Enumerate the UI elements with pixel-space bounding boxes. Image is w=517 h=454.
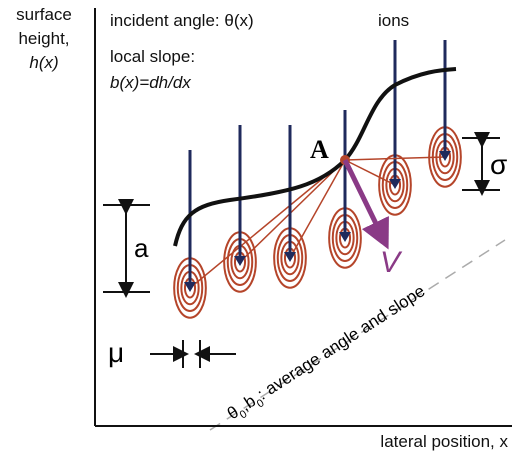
mu-label: μ xyxy=(108,337,124,368)
point-label: A xyxy=(310,135,329,164)
sub: 0 xyxy=(255,397,267,410)
incident-angle: incident angle: θ(x) xyxy=(110,11,254,30)
average-label: θ0,b0: average angle and slope xyxy=(224,281,431,426)
projection-line xyxy=(239,159,346,263)
y-axis-label: height, xyxy=(18,29,69,48)
projection-line xyxy=(189,159,346,289)
sub: 0 xyxy=(238,408,250,421)
velocity-label: V xyxy=(380,246,403,279)
average-text: : average angle and slope xyxy=(254,281,428,403)
ion-head xyxy=(234,256,246,266)
y-axis-label: h(x) xyxy=(29,53,58,72)
ion-head xyxy=(439,151,451,161)
sigma-bracket xyxy=(462,132,500,196)
local-slope: local slope: xyxy=(110,47,195,66)
x-axis-label: lateral position, x xyxy=(380,432,508,451)
ion-head xyxy=(389,179,401,189)
ion-head xyxy=(284,252,296,262)
sigma-label: σ xyxy=(490,149,507,180)
velocity-arrow xyxy=(342,158,389,250)
local-slope: b(x)=dh/dx xyxy=(110,73,191,92)
a-label: a xyxy=(134,233,149,263)
y-axis-label: surface xyxy=(16,5,72,24)
ion-head xyxy=(339,232,351,242)
ion-head xyxy=(184,282,196,292)
a-bracket xyxy=(103,199,150,298)
mu-bracket xyxy=(150,340,236,368)
ions-label: ions xyxy=(378,11,409,30)
ion-group xyxy=(173,40,462,319)
